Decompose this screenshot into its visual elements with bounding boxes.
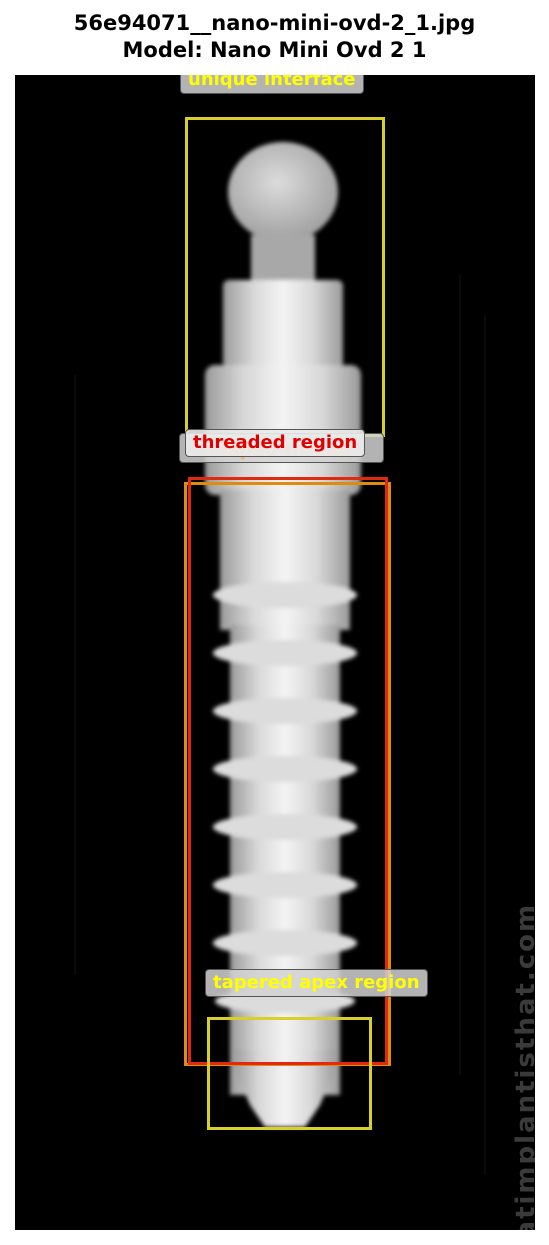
bbox-tapered-apex-region	[207, 1017, 372, 1130]
label-threaded-region: threaded region	[185, 429, 366, 457]
label-unique-interface: unique interface	[180, 75, 364, 94]
xray-image-panel: unique interface shaped thread threaded …	[15, 75, 535, 1230]
filename-title: 56e94071__nano-mini-ovd-2_1.jpg	[73, 11, 476, 35]
figure-title: 56e94071__nano-mini-ovd-2_1.jpg Model: N…	[0, 10, 549, 64]
implant-silhouette	[205, 142, 361, 1127]
bbox-unique-interface	[185, 117, 385, 437]
implant-xray-image	[74, 142, 486, 1175]
label-tapered-apex-region: tapered apex region	[205, 969, 428, 997]
watermark-text: whatimplantisthat.com	[511, 902, 535, 1230]
model-title: Model: Nano Mini Ovd 2 1	[122, 38, 427, 62]
bbox-threaded-region	[188, 477, 388, 1065]
